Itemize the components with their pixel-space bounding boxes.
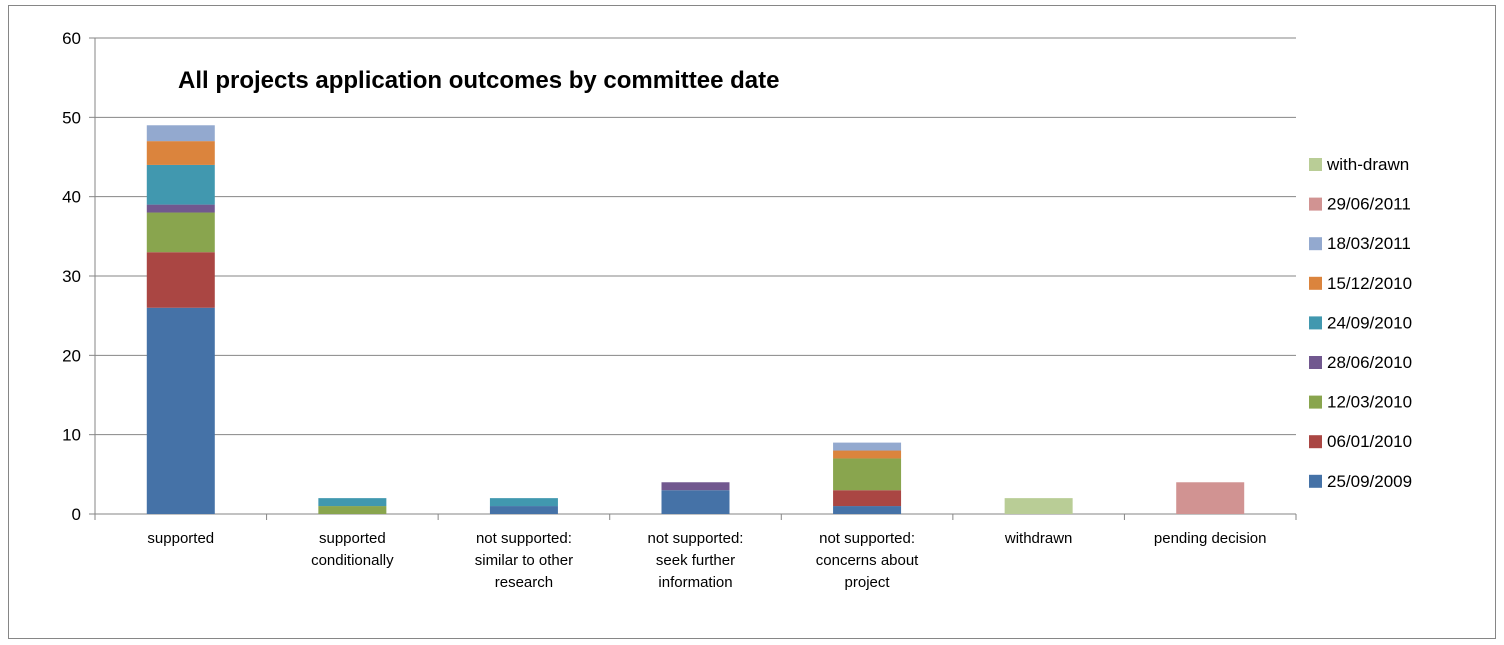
bar-segment bbox=[833, 442, 902, 451]
bar-segment bbox=[146, 204, 215, 213]
x-tick-label: supported bbox=[319, 530, 386, 547]
bar-segment bbox=[1004, 498, 1073, 514]
legend-swatch bbox=[1309, 237, 1322, 251]
x-tick-label: conditionally bbox=[311, 552, 394, 569]
x-tick-label: information bbox=[658, 574, 732, 591]
bar-segment bbox=[661, 482, 730, 491]
bar-segment bbox=[833, 458, 902, 491]
bar-segment bbox=[318, 498, 387, 507]
y-tick-label: 30 bbox=[62, 267, 81, 286]
legend-label: 29/06/2011 bbox=[1327, 195, 1411, 214]
bar-segment bbox=[833, 490, 902, 507]
legend-label: with-drawn bbox=[1326, 155, 1409, 174]
x-tick-label: pending decision bbox=[1154, 530, 1267, 547]
bar-segment bbox=[489, 506, 558, 514]
legend-label: 24/09/2010 bbox=[1327, 313, 1412, 332]
x-tick-label: research bbox=[495, 574, 553, 591]
y-tick-label: 20 bbox=[62, 346, 81, 365]
bar-segment bbox=[489, 498, 558, 507]
bar-segment bbox=[1176, 482, 1245, 514]
x-tick-label: concerns about bbox=[816, 552, 919, 569]
bar-segment bbox=[146, 125, 215, 142]
legend-swatch bbox=[1309, 276, 1322, 290]
legend-label: 18/03/2011 bbox=[1327, 234, 1411, 253]
bar-segment bbox=[146, 164, 215, 205]
x-tick-label: project bbox=[845, 574, 891, 591]
y-tick-label: 50 bbox=[62, 108, 81, 127]
bar-segment bbox=[661, 490, 730, 514]
x-tick-label: not supported: bbox=[648, 530, 744, 547]
legend-swatch bbox=[1309, 474, 1322, 488]
y-tick-label: 0 bbox=[72, 505, 81, 524]
y-tick-label: 10 bbox=[62, 426, 81, 445]
y-tick-label: 40 bbox=[62, 188, 81, 207]
legend-swatch bbox=[1309, 395, 1322, 409]
x-tick-label: similar to other bbox=[475, 552, 573, 569]
bar-segment bbox=[146, 307, 215, 514]
legend-label: 28/06/2010 bbox=[1327, 353, 1412, 372]
legend-swatch bbox=[1309, 197, 1322, 211]
legend-swatch bbox=[1309, 158, 1322, 171]
x-tick-label: not supported: bbox=[819, 530, 915, 547]
chart-title: All projects application outcomes by com… bbox=[178, 67, 779, 94]
x-tick-label: withdrawn bbox=[1004, 530, 1073, 547]
bar-segment bbox=[146, 212, 215, 253]
x-tick-label: seek further bbox=[656, 552, 735, 569]
x-tick-label: supported bbox=[147, 530, 214, 547]
bar-segment bbox=[833, 450, 902, 459]
legend-label: 15/12/2010 bbox=[1327, 274, 1412, 293]
bar-segment bbox=[833, 506, 902, 514]
legend-label: 25/09/2009 bbox=[1327, 472, 1412, 491]
x-tick-label: not supported: bbox=[476, 530, 572, 547]
legend-swatch bbox=[1309, 356, 1322, 369]
bar-segment bbox=[318, 506, 387, 514]
legend-swatch bbox=[1309, 435, 1322, 449]
bar-segment bbox=[146, 141, 215, 165]
chart-frame bbox=[8, 5, 1496, 639]
legend-label: 12/03/2010 bbox=[1327, 393, 1412, 412]
legend-swatch bbox=[1309, 316, 1322, 330]
bar-segment bbox=[146, 252, 215, 308]
legend-label: 06/01/2010 bbox=[1327, 432, 1412, 451]
y-tick-label: 60 bbox=[62, 29, 81, 48]
